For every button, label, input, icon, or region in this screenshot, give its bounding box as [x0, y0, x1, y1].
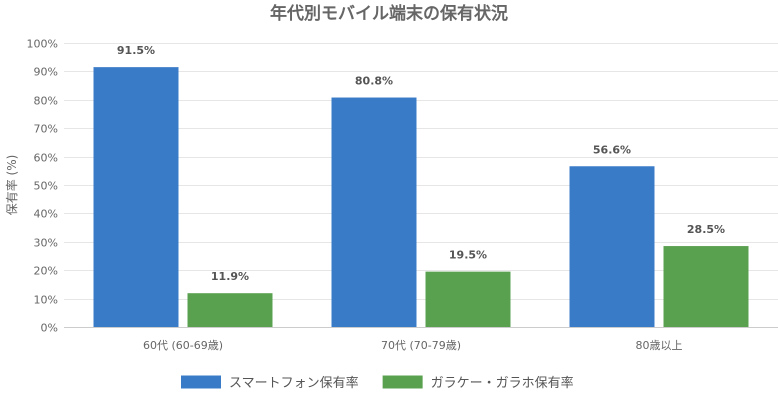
y-tick-label: 0% — [41, 322, 58, 335]
data-label: 56.6% — [593, 143, 631, 156]
y-tick-label: 40% — [34, 208, 58, 221]
y-tick-label: 10% — [34, 294, 58, 307]
data-labels: 91.5% 11.9% 80.8% 19.5% 56.6% 28.5% — [117, 44, 725, 283]
x-tick-label: 70代 (70-79歳) — [381, 339, 461, 352]
x-axis: 60代 (60-69歳) 70代 (70-79歳) 80歳以上 — [143, 339, 683, 352]
legend-label: ガラケー・ガラホ保有率 — [431, 375, 574, 391]
y-axis-label: 保有率 (%) — [4, 155, 19, 216]
x-tick-label: 60代 (60-69歳) — [143, 339, 223, 352]
legend: スマートフォン保有率 ガラケー・ガラホ保有率 — [181, 375, 574, 391]
data-label: 28.5% — [687, 223, 725, 236]
y-tick-label: 50% — [34, 180, 58, 193]
data-label: 80.8% — [355, 75, 393, 88]
y-tick-label: 30% — [34, 237, 58, 250]
legend-item[interactable]: ガラケー・ガラホ保有率 — [382, 375, 574, 391]
y-tick-label: 60% — [34, 152, 58, 165]
x-tick-label: 80歳以上 — [636, 339, 683, 352]
bar-feature-phone — [425, 271, 511, 327]
y-tick-label: 70% — [34, 123, 58, 136]
bar-smartphone — [331, 97, 417, 327]
legend-swatch — [181, 375, 221, 389]
gridlines — [64, 43, 778, 328]
legend-label: スマートフォン保有率 — [229, 375, 359, 391]
data-label: 91.5% — [117, 44, 155, 57]
y-tick-label: 80% — [34, 95, 58, 108]
y-axis: 0% 10% 20% 30% 40% 50% 60% 70% 80% 90% 100% — [27, 38, 58, 335]
data-label: 11.9% — [211, 270, 249, 283]
y-tick-label: 20% — [34, 265, 58, 278]
y-tick-label: 100% — [27, 38, 58, 51]
legend-item[interactable]: スマートフォン保有率 — [181, 375, 359, 391]
bar-smartphone — [569, 166, 655, 327]
legend-swatch — [382, 375, 423, 389]
bar-feature-phone — [663, 246, 749, 327]
y-tick-label: 90% — [34, 66, 58, 79]
bars — [93, 67, 749, 327]
data-label: 19.5% — [449, 249, 487, 262]
bar-feature-phone — [187, 293, 273, 327]
chart-title: 年代別モバイル端末の保有状況 — [270, 3, 508, 24]
bar-smartphone — [93, 67, 179, 327]
